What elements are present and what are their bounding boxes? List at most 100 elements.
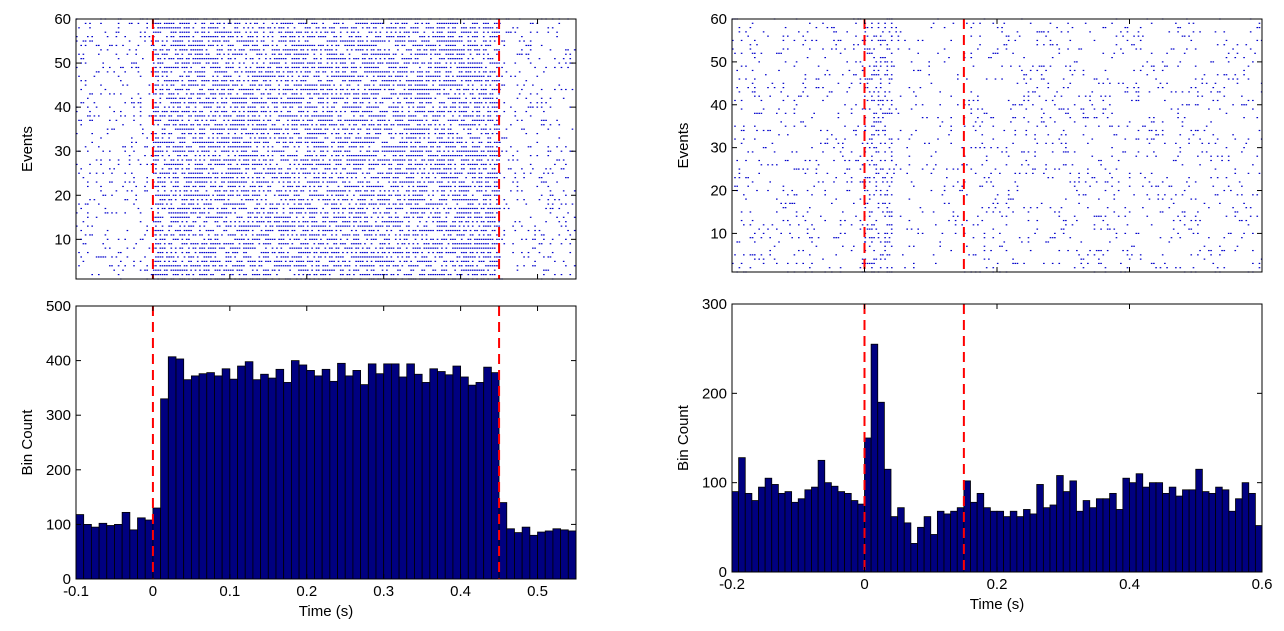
left-top-spike <box>353 128 355 130</box>
left-top-spike <box>185 216 188 218</box>
left-top-spike <box>218 190 221 192</box>
left-top-spike <box>348 137 351 139</box>
left-top-spike <box>471 155 474 157</box>
left-top-spike <box>438 106 441 108</box>
left-top-spike <box>421 212 423 214</box>
left-top-spike <box>100 159 102 161</box>
left-top-spike <box>383 177 386 179</box>
left-top-spike <box>256 234 258 236</box>
left-top-spike <box>142 238 144 240</box>
left-top-spike <box>441 159 443 161</box>
left-top-spike <box>467 106 470 108</box>
left-top-spike <box>218 124 221 126</box>
left-top-spike <box>460 238 463 240</box>
left-top-spike <box>441 199 443 201</box>
left-top-spike <box>471 93 474 95</box>
left-top-spike <box>199 132 201 135</box>
left-top-spike <box>139 102 142 104</box>
left-top-spike <box>179 247 181 249</box>
left-top-spike <box>399 115 401 117</box>
left-top-spike <box>245 97 247 99</box>
left-top-spike <box>216 225 219 227</box>
left-top-spike <box>430 203 432 205</box>
left-top-spike <box>234 207 236 210</box>
left-top-spike <box>174 247 177 249</box>
left-top-spike <box>335 229 338 232</box>
left-top-spike <box>342 155 344 157</box>
left-top-spike <box>280 97 283 99</box>
left-top-spike <box>335 194 338 196</box>
left-top-spike <box>432 238 434 240</box>
left-top-spike <box>554 273 556 276</box>
left-top-spike <box>251 181 254 183</box>
left-top-spike <box>168 97 170 99</box>
left-top-spike <box>234 137 236 139</box>
left-top-spike <box>201 181 203 183</box>
left-top-spike <box>383 243 386 245</box>
left-top-spike <box>317 119 320 121</box>
left-top-spike <box>267 251 269 254</box>
left-top-spike <box>467 124 470 126</box>
left-top-spike <box>194 251 197 254</box>
left-top-spike <box>421 172 423 174</box>
left-top-spike <box>482 168 485 170</box>
left-top-spike <box>265 172 267 174</box>
left-top-spike <box>388 194 390 196</box>
left-top-spike <box>447 137 450 139</box>
left-top-spike <box>493 190 496 192</box>
left-top-spike <box>170 207 173 210</box>
left-top-spike <box>328 269 331 271</box>
left-top-spike <box>419 124 421 126</box>
left-top-spike <box>212 194 214 196</box>
left-top-spike <box>258 159 261 161</box>
left-top-spike <box>304 84 307 86</box>
left-top-spike <box>278 88 280 91</box>
left-top-spike <box>445 155 448 157</box>
left-top-spike <box>159 199 162 201</box>
left-top-spike <box>315 93 318 95</box>
left-top-spike <box>218 155 221 157</box>
left-top-spike <box>335 102 338 104</box>
left-top-spike <box>355 212 357 214</box>
left-top-spike <box>388 190 390 192</box>
left-top-spike <box>161 194 164 196</box>
left-top-spike <box>273 172 276 174</box>
left-top-spike <box>196 216 199 218</box>
left-top-spike <box>346 84 349 86</box>
left-top-spike <box>291 260 294 262</box>
left-top-spike <box>434 88 437 91</box>
left-top-spike <box>313 110 316 113</box>
left-top-spike <box>271 159 274 161</box>
left-top-spike <box>501 137 503 139</box>
left-top-spike <box>262 243 265 245</box>
left-top-spike <box>313 190 316 192</box>
left-top-spike <box>328 273 331 276</box>
left-top-spike <box>368 141 371 143</box>
left-top-spike <box>493 269 496 271</box>
left-top-spike <box>573 265 576 267</box>
left-top-spike <box>339 194 342 196</box>
left-top-spike <box>320 273 322 276</box>
left-top-spike <box>441 84 443 86</box>
left-top-spike <box>412 102 415 104</box>
left-top-spike <box>476 137 478 139</box>
left-top-spike <box>128 163 131 166</box>
left-top-spike <box>401 146 404 148</box>
left-top-spike <box>298 238 300 240</box>
left-top-spike <box>419 207 421 210</box>
left-top-spike <box>227 243 230 245</box>
left-top-spike <box>203 102 206 104</box>
left-top-spike <box>430 247 432 249</box>
left-top-spike <box>168 260 170 262</box>
left-top-spike <box>122 269 124 271</box>
left-top-spike <box>408 185 410 188</box>
left-top-spike <box>405 124 408 126</box>
left-top-spike <box>221 177 223 179</box>
left-top-spike <box>493 194 496 196</box>
left-top-spike <box>386 97 388 99</box>
left-top-spike <box>161 251 164 254</box>
left-top-spike <box>240 102 243 104</box>
left-top-spike <box>368 159 371 161</box>
left-top-spike <box>234 181 236 183</box>
left-top-spike <box>375 128 377 130</box>
